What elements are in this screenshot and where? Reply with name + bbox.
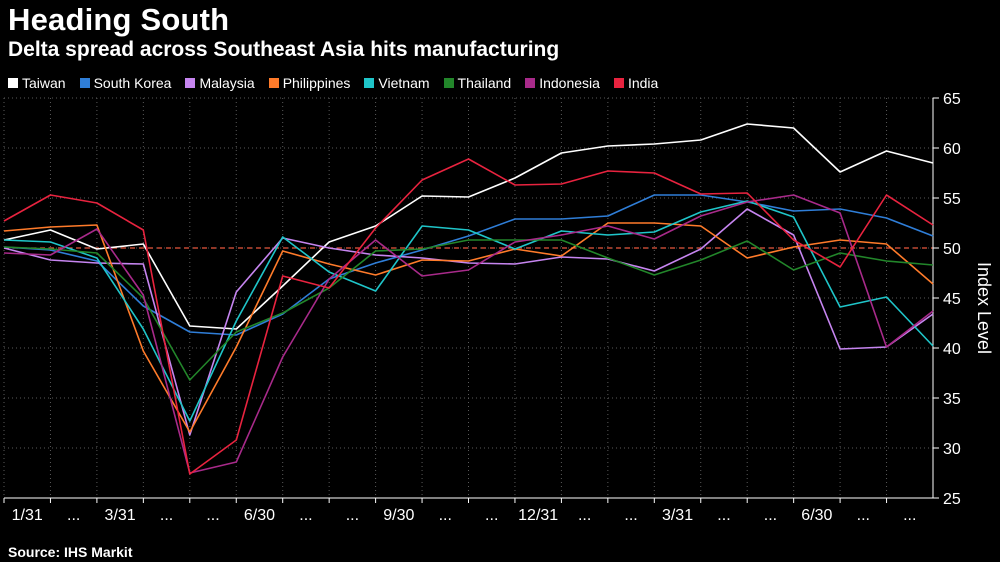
chart-subtitle: Delta spread across Southeast Asia hits … bbox=[8, 38, 560, 61]
x-tick-label: ... bbox=[764, 507, 777, 524]
legend-swatch bbox=[443, 78, 454, 88]
legend-item-malaysia: Malaysia bbox=[185, 75, 255, 91]
x-tick-label: ... bbox=[299, 507, 312, 524]
y-tick-label: 55 bbox=[943, 191, 961, 208]
legend-label: Taiwan bbox=[22, 75, 66, 91]
x-tick-label: ... bbox=[717, 507, 730, 524]
series-line-thailand bbox=[3, 239, 934, 381]
x-tick-label: 6/30 bbox=[244, 507, 275, 524]
y-tick-label: 45 bbox=[943, 291, 961, 308]
legend-item-taiwan: Taiwan bbox=[8, 75, 66, 91]
x-tick-label: ... bbox=[485, 507, 498, 524]
legend-item-india: India bbox=[613, 75, 659, 91]
series-line-india bbox=[3, 158, 934, 475]
x-tick-label: ... bbox=[439, 507, 452, 524]
series-line-philippines bbox=[3, 222, 934, 433]
x-tick-label: 9/30 bbox=[383, 507, 414, 524]
series-line-indonesia bbox=[3, 194, 934, 474]
x-tick-label: 6/30 bbox=[801, 507, 832, 524]
x-tick-label: 1/31 bbox=[12, 507, 43, 524]
source-note: Source: IHS Markit bbox=[8, 544, 133, 560]
chart-legend: Taiwan South Korea Malaysia Philippines Viet… bbox=[8, 75, 658, 91]
legend-swatch bbox=[613, 78, 624, 88]
legend-item-thailand: Thailand bbox=[443, 75, 512, 91]
legend-item-south-korea: South Korea bbox=[79, 75, 172, 91]
legend-swatch bbox=[185, 78, 196, 88]
series-line-vietnam bbox=[3, 200, 934, 422]
legend-swatch bbox=[268, 78, 279, 88]
x-tick-label: ... bbox=[857, 507, 870, 524]
y-tick-label: 25 bbox=[943, 491, 961, 508]
legend-label: Malaysia bbox=[199, 75, 255, 91]
chart-title: Heading South bbox=[8, 2, 230, 37]
legend-label: Vietnam bbox=[378, 75, 430, 91]
series-line-malaysia bbox=[3, 208, 934, 436]
legend-label: Indonesia bbox=[539, 75, 600, 91]
legend-label: South Korea bbox=[93, 75, 172, 91]
legend-item-philippines: Philippines bbox=[268, 75, 351, 91]
x-tick-label: 3/31 bbox=[662, 507, 693, 524]
x-tick-label: ... bbox=[578, 507, 591, 524]
y-tick-label: 50 bbox=[943, 241, 961, 258]
legend-label: Philippines bbox=[282, 75, 351, 91]
legend-item-vietnam: Vietnam bbox=[364, 75, 430, 91]
series-line-taiwan bbox=[3, 123, 934, 330]
y-axis-label: Index Level bbox=[974, 262, 994, 354]
legend-label: India bbox=[627, 75, 659, 91]
legend-swatch bbox=[364, 78, 375, 88]
legend-swatch bbox=[79, 78, 90, 88]
legend-label: Thailand bbox=[457, 75, 512, 91]
y-tick-label: 65 bbox=[943, 91, 961, 108]
x-tick-label: ... bbox=[67, 507, 80, 524]
y-tick-label: 40 bbox=[943, 341, 961, 358]
y-tick-label: 60 bbox=[943, 141, 961, 158]
x-tick-label: 12/31 bbox=[518, 507, 558, 524]
x-tick-label: ... bbox=[624, 507, 637, 524]
y-tick-label: 30 bbox=[943, 441, 961, 458]
x-tick-label: ... bbox=[206, 507, 219, 524]
x-tick-label: ... bbox=[903, 507, 916, 524]
x-tick-label: ... bbox=[160, 507, 173, 524]
x-tick-label: ... bbox=[346, 507, 359, 524]
legend-item-indonesia: Indonesia bbox=[525, 75, 600, 91]
x-tick-label: 3/31 bbox=[105, 507, 136, 524]
legend-swatch bbox=[525, 78, 536, 88]
y-tick-label: 35 bbox=[943, 391, 961, 408]
legend-swatch bbox=[8, 78, 18, 88]
